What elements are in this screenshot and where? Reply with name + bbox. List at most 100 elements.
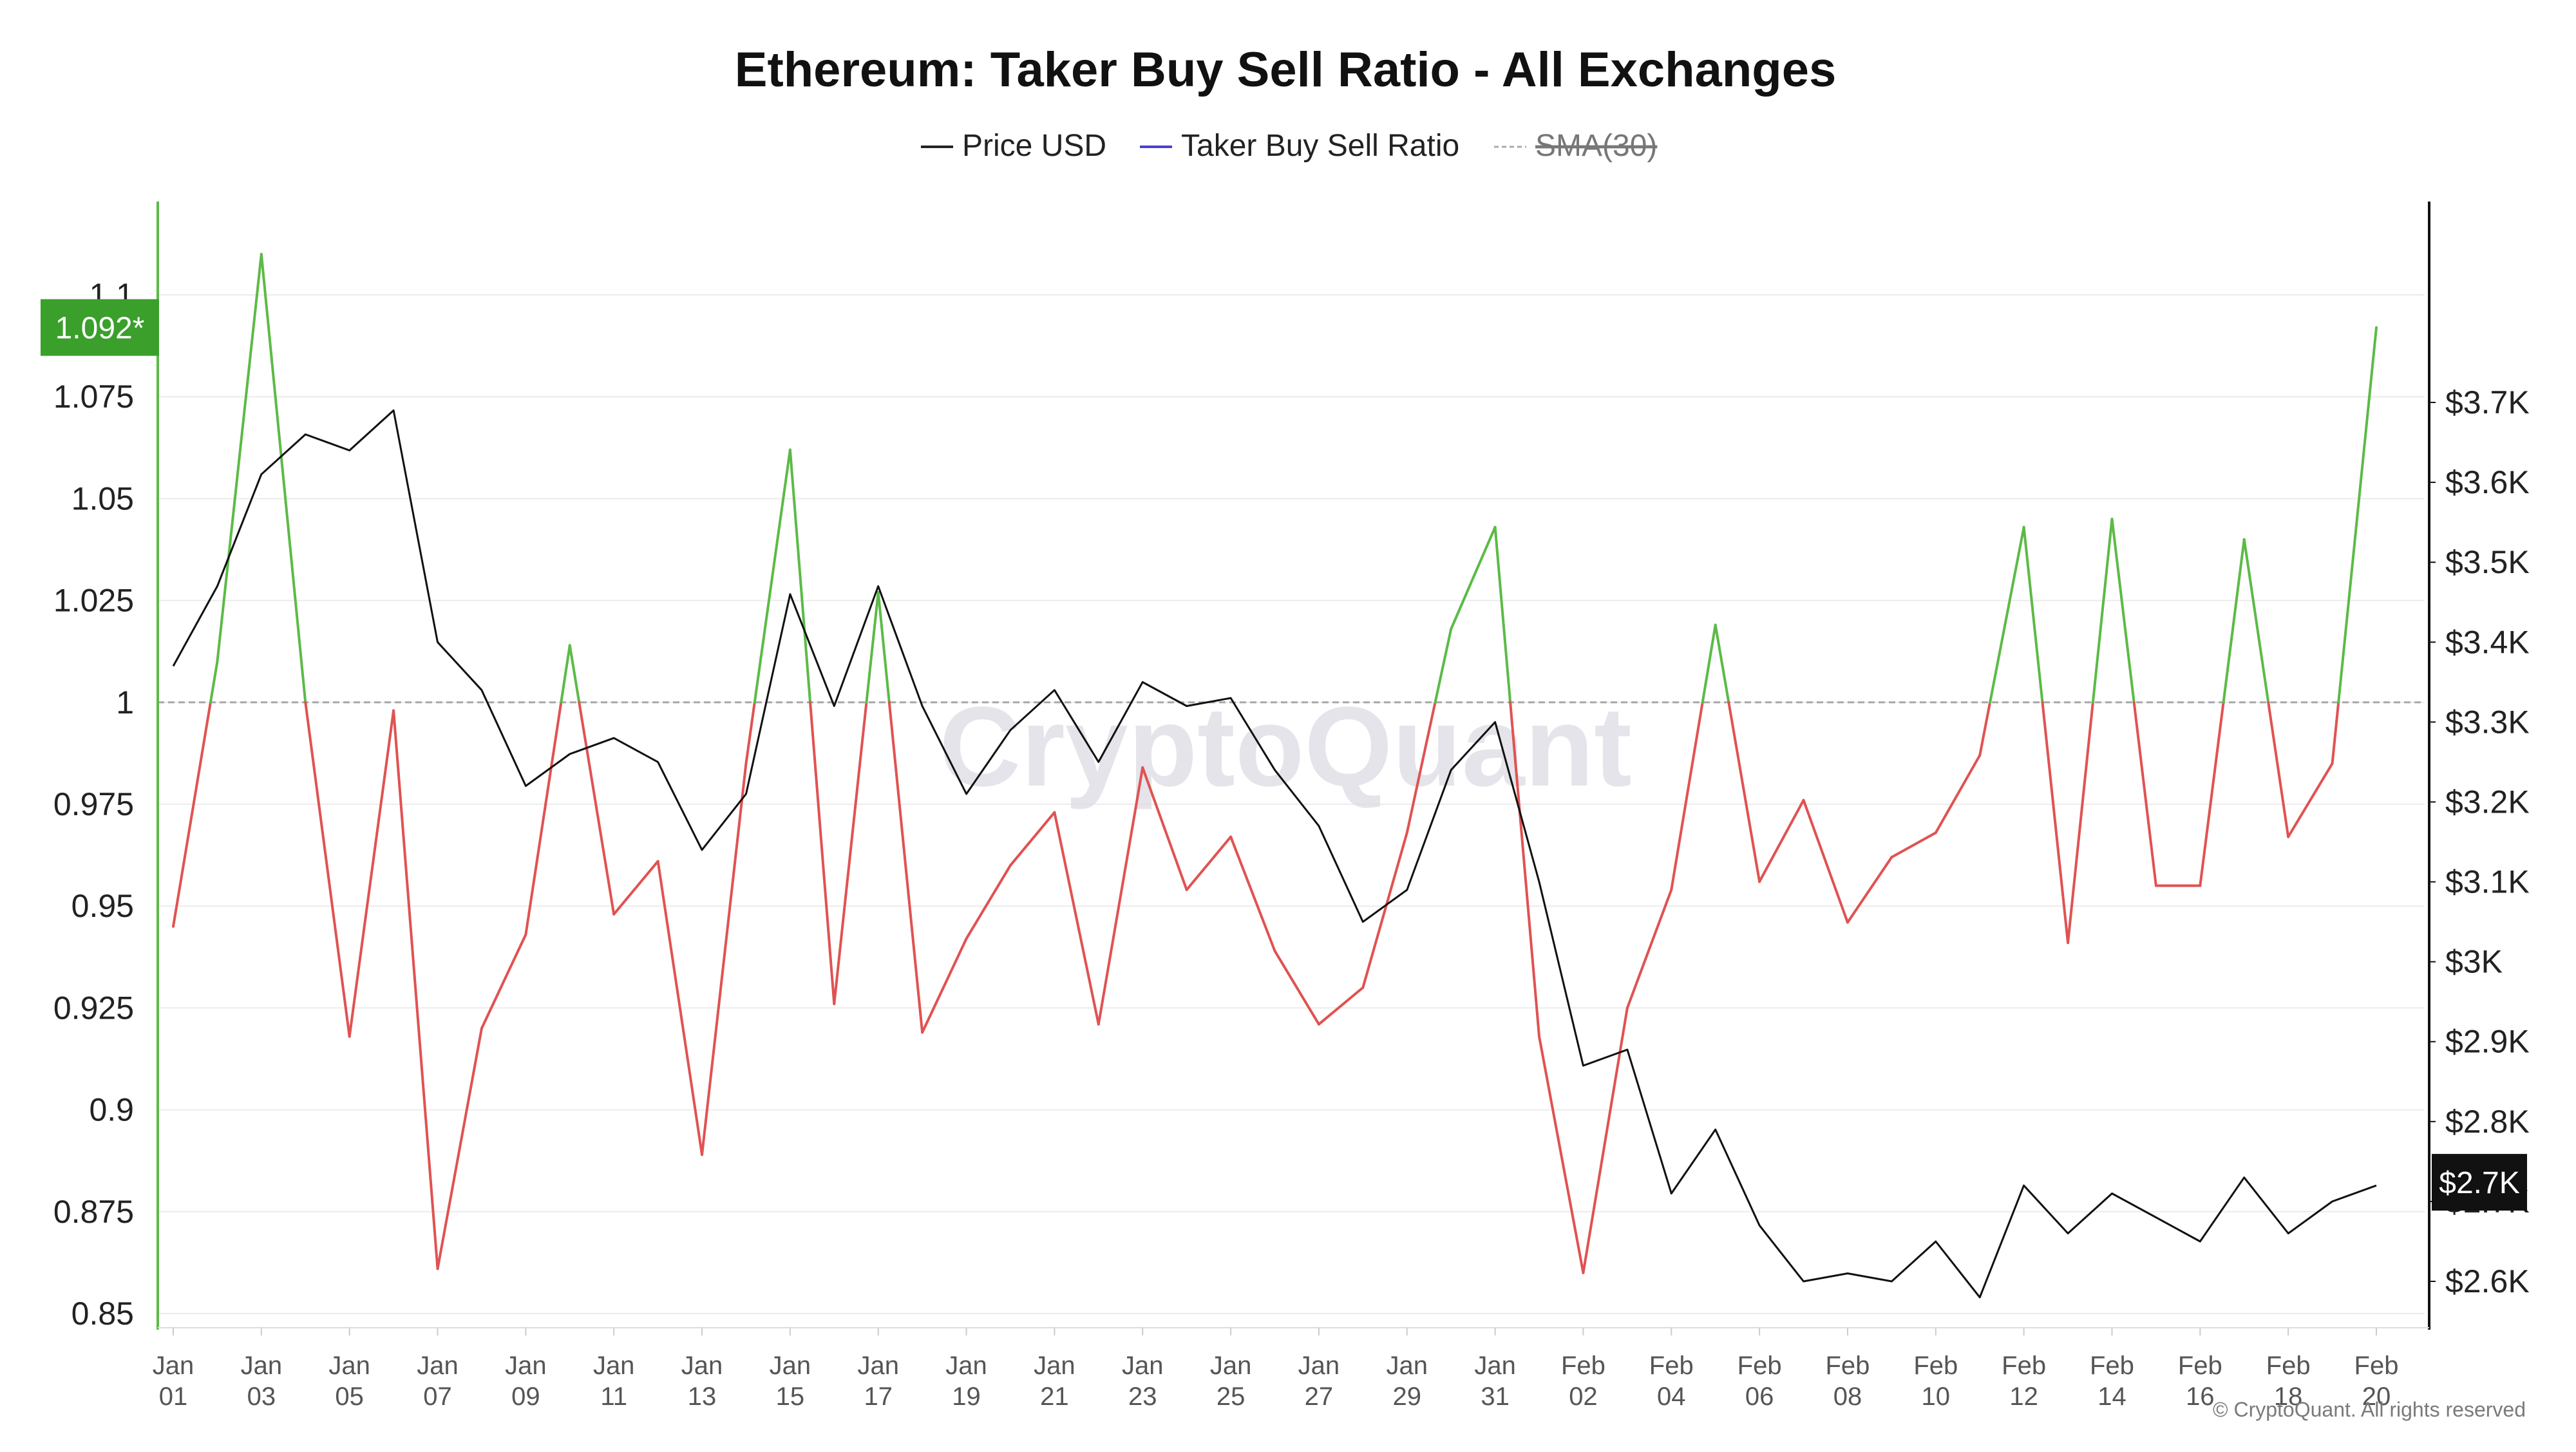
- ratio-segment: [866, 592, 878, 702]
- legend[interactable]: Price USD Taker Buy Sell Ratio SMA(30): [921, 129, 1657, 163]
- ratio-segment: [1054, 813, 1098, 1024]
- ratio-segment: [1804, 800, 1848, 923]
- x-tick-month: Jan: [153, 1352, 194, 1380]
- ratio-tick-label: 0.9: [89, 1092, 134, 1128]
- ratio-segment: [810, 702, 834, 1004]
- ratio-tick-label: 1.025: [53, 583, 134, 619]
- price-tick-label: $3.6K: [2445, 464, 2530, 500]
- price-current-tag-label: $2.7K: [2439, 1166, 2519, 1200]
- ratio-segment: [1495, 527, 1511, 702]
- ratio-segment: [1187, 837, 1231, 890]
- x-tick-month: Jan: [417, 1352, 459, 1380]
- x-tick-day: 09: [511, 1382, 540, 1411]
- price-tick-label: $3.2K: [2445, 784, 2530, 820]
- x-tick-month: Jan: [1387, 1352, 1428, 1380]
- ratio-segment: [561, 645, 569, 702]
- x-tick-month: Feb: [2090, 1352, 2134, 1380]
- x-tick-month: Jan: [1474, 1352, 1516, 1380]
- legend-item[interactable]: Taker Buy Sell Ratio: [1140, 129, 1459, 163]
- x-tick-day: 23: [1128, 1382, 1157, 1411]
- x-tick-day: 11: [600, 1382, 627, 1411]
- ratio-segment: [1703, 625, 1716, 702]
- ratio-segment: [1231, 837, 1274, 951]
- ratio-segment: [305, 702, 349, 1037]
- ratio-segment: [1891, 833, 1935, 857]
- price-tick-label: $2.6K: [2445, 1263, 2530, 1299]
- ratio-segment: [350, 710, 393, 1036]
- ratio-segment: [1319, 988, 1363, 1024]
- ratio-segment: [2093, 519, 2112, 702]
- ratio-segment: [1759, 800, 1803, 882]
- x-tick-day: 02: [1569, 1382, 1598, 1411]
- ratio-tick-label: 1.05: [71, 480, 134, 516]
- ratio-tick-label: 1.075: [53, 379, 134, 415]
- x-tick-day: 21: [1040, 1382, 1069, 1411]
- x-tick-day: 08: [1833, 1382, 1862, 1411]
- x-tick-month: Jan: [1210, 1352, 1252, 1380]
- copyright: © CryptoQuant. All rights reserved: [2213, 1398, 2526, 1421]
- ratio-segment: [393, 710, 437, 1268]
- ratio-segment: [211, 662, 218, 702]
- ratio-segment: [482, 934, 526, 1028]
- ratio-tick-label: 0.875: [53, 1194, 134, 1230]
- ratio-segment: [1583, 1008, 1627, 1272]
- x-tick-month: Feb: [2178, 1352, 2222, 1380]
- ratio-segment: [746, 702, 754, 764]
- x-tick-day: 27: [1305, 1382, 1334, 1411]
- ratio-segment: [2288, 764, 2332, 837]
- x-tick-month: Jan: [681, 1352, 723, 1380]
- ratio-tick-label: 0.925: [53, 990, 134, 1026]
- ratio-current-tag: 1.092*: [41, 299, 159, 356]
- x-tick-day: 04: [1657, 1382, 1686, 1411]
- x-tick-day: 01: [159, 1382, 188, 1411]
- ratio-segment: [2224, 540, 2244, 702]
- ratio-segment: [1627, 890, 1671, 1008]
- x-tick-month: Feb: [1561, 1352, 1605, 1380]
- ratio-segment: [790, 449, 810, 702]
- price-tick-label: $2.8K: [2445, 1104, 2530, 1140]
- ratio-segment: [1728, 702, 1759, 882]
- legend-item[interactable]: SMA(30): [1494, 129, 1657, 163]
- ratio-tick-label: 0.85: [71, 1296, 134, 1332]
- watermark: CryptoQuant: [939, 684, 1632, 810]
- ratio-segment: [1716, 625, 1729, 702]
- x-tick-day: 16: [2186, 1382, 2215, 1411]
- x-tick-day: 29: [1393, 1382, 1422, 1411]
- x-tick-month: Feb: [1913, 1352, 1958, 1380]
- ratio-segment: [2024, 527, 2043, 702]
- ratio-segment: [1275, 951, 1319, 1024]
- x-tick-month: Jan: [328, 1352, 370, 1380]
- ratio-segment: [1671, 702, 1702, 890]
- ratio-segment: [526, 702, 561, 935]
- price-tick-label: $3.5K: [2445, 544, 2530, 580]
- x-tick-day: 25: [1217, 1382, 1245, 1411]
- ratio-segment: [570, 645, 580, 702]
- x-tick-month: Feb: [1825, 1352, 1870, 1380]
- ratio-segment: [1363, 833, 1406, 987]
- x-tick-month: Feb: [1738, 1352, 1782, 1380]
- x-tick-day: 31: [1481, 1382, 1510, 1411]
- x-tick-day: 19: [952, 1382, 981, 1411]
- x-tick-month: Jan: [241, 1352, 283, 1380]
- ratio-segment: [579, 702, 614, 914]
- price-tick-label: $3.3K: [2445, 704, 2530, 740]
- price-tick-label: $2.9K: [2445, 1024, 2530, 1060]
- x-tick-day: 05: [335, 1382, 364, 1411]
- ratio-tick-label: 0.95: [71, 888, 134, 924]
- ratio-tick-label: 1: [116, 684, 134, 721]
- ratio-current-tag-label: 1.092*: [55, 312, 145, 346]
- ratio-segment: [2200, 702, 2223, 886]
- x-tick-month: Jan: [505, 1352, 547, 1380]
- ratio-segment: [1990, 527, 2024, 702]
- x-tick-day: 06: [1745, 1382, 1774, 1411]
- ratio-segment: [1848, 857, 1891, 922]
- ratio-segment: [2112, 519, 2134, 702]
- ratio-segment: [1539, 1037, 1583, 1273]
- price-tick-label: $3.1K: [2445, 864, 2530, 900]
- ratio-segment: [261, 254, 305, 702]
- ratio-segment: [1936, 755, 1980, 833]
- legend-item[interactable]: Price USD: [921, 129, 1106, 163]
- ratio-segment: [834, 702, 866, 1004]
- ratio-segment: [755, 449, 790, 702]
